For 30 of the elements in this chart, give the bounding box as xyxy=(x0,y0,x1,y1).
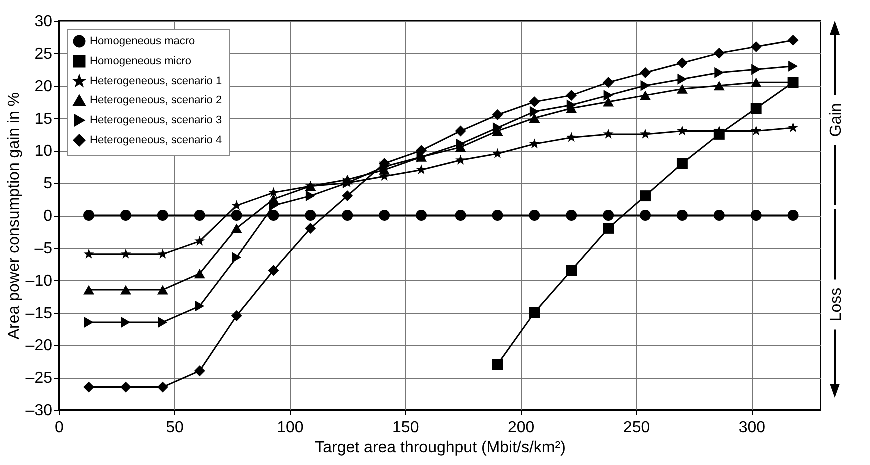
y-tick-label: –10 xyxy=(26,272,53,290)
x-tick-label: 250 xyxy=(623,420,650,436)
x-tick-label: 50 xyxy=(166,420,184,436)
y-tick-label: 10 xyxy=(34,143,53,160)
y-tick-label: 0 xyxy=(44,208,53,225)
text: Gain xyxy=(828,103,845,138)
legend-label: Heterogeneous, scenario 3 xyxy=(90,114,222,126)
legend-label: Homogeneous macro xyxy=(90,36,196,48)
x-tick-label: 300 xyxy=(738,420,766,436)
y-tick-label: –15 xyxy=(26,305,53,322)
y-tick-label: –5 xyxy=(34,240,53,258)
y-tick-label: 20 xyxy=(34,78,53,96)
y-tick-label: 30 xyxy=(34,14,53,30)
y-tick-label: –25 xyxy=(26,370,53,388)
legend-label: Heterogeneous, scenario 2 xyxy=(90,94,222,106)
y-tick-label: –30 xyxy=(26,402,53,420)
x-tick-label: 150 xyxy=(392,420,420,436)
y-tick-label: –20 xyxy=(26,338,53,355)
y-tick-label: 15 xyxy=(34,110,53,128)
x-axis-title: Target area throughput (Mbit/s/km²) xyxy=(315,440,566,456)
x-tick-label: 0 xyxy=(55,420,64,436)
y-axis-title: Area power consumption gain in % xyxy=(6,92,23,340)
legend-label: Heterogeneous, scenario 1 xyxy=(90,76,222,88)
y-tick-label: 25 xyxy=(34,46,53,63)
x-tick-label: 100 xyxy=(277,420,304,436)
y-tick-label: 5 xyxy=(44,176,53,193)
legend-label: Homogeneous micro xyxy=(90,56,192,68)
x-tick-label: 200 xyxy=(508,420,535,436)
legend-label: Heterogeneous, scenario 4 xyxy=(90,134,222,146)
text: Loss xyxy=(828,288,845,322)
